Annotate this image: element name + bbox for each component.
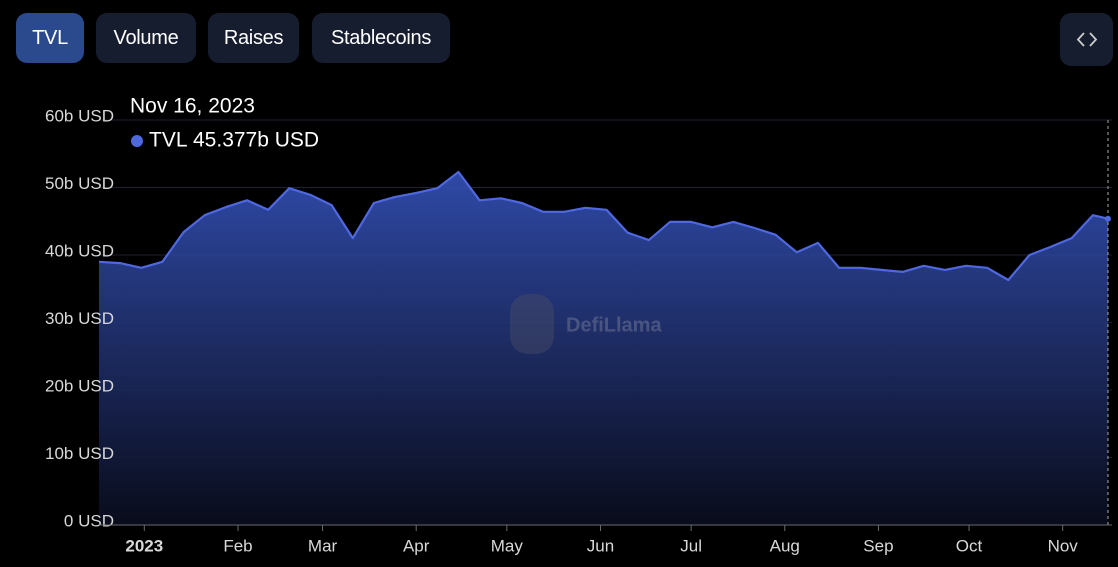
embed-button[interactable] (1060, 13, 1113, 66)
hover-point (1105, 215, 1111, 222)
x-tick-label: Oct (956, 536, 983, 555)
y-tick-label: 40b USD (45, 241, 114, 260)
y-tick-label: 30b USD (45, 309, 114, 328)
x-tick-label: Mar (308, 536, 338, 555)
axes: 0 USD 10b USD 20b USD 30b USD 40b USD 50b USD… (45, 106, 1112, 555)
x-tick-label: Apr (403, 536, 430, 555)
tab-button[interactable]: TVL (16, 13, 84, 63)
watermark: DefiLlama (510, 294, 662, 354)
x-tick-label: Aug (770, 536, 800, 555)
y-tick-label: 20b USD (45, 376, 114, 395)
tab-button[interactable]: Volume (96, 13, 196, 63)
plot (98, 120, 1111, 525)
y-tick-label: 0 USD (64, 511, 114, 530)
line (98, 170, 1109, 282)
x-tick-label: Feb (223, 536, 252, 555)
y-tick-label: 10b USD (45, 444, 114, 463)
x-tick-label: 2023 (125, 536, 163, 555)
y-tick-label: 60b USD (45, 106, 114, 125)
x-tick-label: Jul (680, 536, 702, 555)
x-tick-label: Nov (1048, 536, 1079, 555)
tooltip-value: 45.377b USD (193, 129, 319, 152)
x-tick-label: Sep (863, 536, 893, 555)
watermark-logo (510, 294, 554, 354)
tab-button[interactable]: Stablecoins (312, 13, 450, 63)
tooltip-date: Nov 16, 2023 (130, 95, 255, 118)
x-tick-label: Jun (587, 536, 614, 555)
area-fill (99, 172, 1108, 525)
tooltip-series: TVL (149, 129, 188, 152)
x-tick-label: May (491, 536, 524, 555)
tab-button[interactable]: Raises (208, 13, 299, 63)
watermark-text: DefiLlama (566, 314, 662, 336)
y-tick-label: 50b USD (45, 174, 114, 193)
code-icon (1076, 32, 1098, 47)
tooltip: Nov 16, 2023 TVL 45.377b USD (130, 95, 319, 152)
tooltip-dot (131, 135, 143, 147)
